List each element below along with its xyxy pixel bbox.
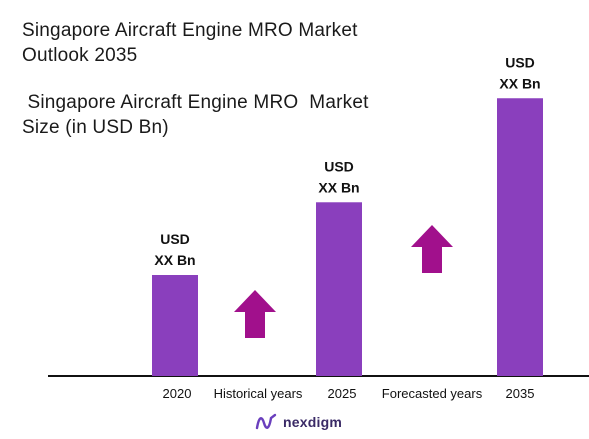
up-arrow-icon-2	[411, 225, 453, 273]
bar-value-label-2025-amount: XX Bn	[318, 179, 359, 195]
chart-subtitle: Singapore Aircraft Engine MRO Market Siz…	[22, 90, 369, 140]
logo-text: nexdigm	[283, 414, 342, 430]
title-line-2: Outlook 2035	[22, 45, 138, 66]
x-tick-label-2035: 2035	[506, 386, 535, 401]
subtitle-line-2: Size (in USD Bn)	[22, 117, 169, 138]
bar-2025	[316, 202, 362, 376]
period-label-forecasted: Forecasted years	[382, 386, 483, 401]
up-arrow-icon-1	[234, 290, 276, 338]
brand-logo: nexdigm	[255, 413, 342, 431]
bar-value-label-2020-amount: XX Bn	[154, 252, 195, 268]
bar-2035	[497, 98, 543, 376]
subtitle-line-1: Singapore Aircraft Engine MRO Market	[22, 92, 369, 113]
nexdigm-logo-icon	[255, 413, 277, 430]
title-line-1: Singapore Aircraft Engine MRO Market	[22, 20, 358, 41]
bar-value-label-2035-amount: XX Bn	[499, 75, 540, 91]
period-label-historical: Historical years	[214, 386, 303, 401]
bar-2020	[152, 275, 198, 376]
bar-value-label-2025: USD	[324, 158, 354, 174]
bar-value-label-2020: USD	[160, 231, 190, 247]
bar-value-label-2035: USD	[505, 54, 535, 70]
x-tick-label-2025: 2025	[328, 386, 357, 401]
chart-title: Singapore Aircraft Engine MRO Market Out…	[22, 18, 358, 68]
x-tick-label-2020: 2020	[163, 386, 192, 401]
